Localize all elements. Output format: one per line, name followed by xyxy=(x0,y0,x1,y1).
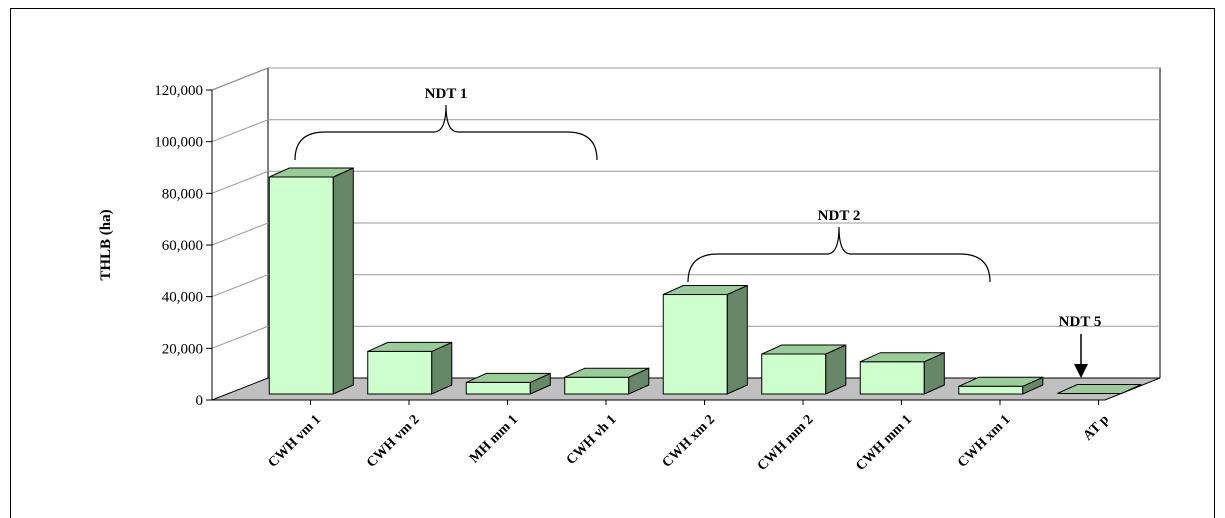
x-tick-label: CWH vm 1 xyxy=(266,412,324,470)
bar-top xyxy=(761,344,847,355)
gridline xyxy=(211,119,1160,143)
bar xyxy=(761,344,847,395)
bar xyxy=(268,167,354,395)
y-tick-label: 40,000 xyxy=(162,290,203,306)
bar-front xyxy=(958,385,1024,395)
y-tick-label: 100,000 xyxy=(154,135,203,151)
gridline xyxy=(211,170,1160,194)
bar-top xyxy=(367,341,453,352)
bar-side xyxy=(332,167,354,395)
y-tick-label: 0 xyxy=(196,393,204,409)
bar-front xyxy=(564,376,630,395)
annotation-label: NDT 1 xyxy=(425,86,468,102)
bar xyxy=(859,351,945,395)
gridline xyxy=(211,222,1160,246)
bar-front xyxy=(662,294,728,395)
y-tick-label: 80,000 xyxy=(162,186,203,202)
bar xyxy=(367,341,453,395)
bar-top xyxy=(860,352,945,363)
ndt5-arrow: NDT 5 xyxy=(1059,314,1102,378)
x-tick-label: MH mm 1 xyxy=(467,412,521,466)
x-tick-label: CWH mm 1 xyxy=(853,412,915,474)
y-axis: 0 20,000 40,000 60,000 80,000 100,000 120,000 xyxy=(154,83,1105,409)
y-tick-label: 20,000 xyxy=(162,341,203,357)
bar-front xyxy=(367,350,433,395)
bar xyxy=(564,367,650,395)
bars xyxy=(268,167,1142,395)
bar xyxy=(465,372,551,395)
annotation-label: NDT 2 xyxy=(818,208,861,224)
x-axis-labels: CWH vm 1 CWH vm 2 MH mm 1 CWH vh 1 CWH xm 2 C… xyxy=(266,400,1113,474)
x-tick-label: CWH xm 2 xyxy=(660,412,718,470)
bar-top xyxy=(269,167,354,178)
y-tick-label: 60,000 xyxy=(162,238,203,254)
annotation-label: NDT 5 xyxy=(1059,314,1102,330)
chart-frame xyxy=(10,8,1215,518)
bar-top xyxy=(663,285,748,295)
bar xyxy=(1057,384,1142,394)
bar-side xyxy=(726,284,748,395)
bar-front xyxy=(761,353,827,395)
bar xyxy=(958,376,1044,395)
x-tick-label: CWH vh 1 xyxy=(564,412,620,468)
grid-lines xyxy=(211,67,1160,349)
bar-top xyxy=(564,367,650,378)
x-tick-label: CWH xm 1 xyxy=(955,412,1013,470)
brace-shape xyxy=(294,104,598,161)
bar-top xyxy=(466,372,551,383)
ndt1-brace: NDT 1 xyxy=(294,86,598,161)
bar-front xyxy=(268,176,334,395)
x-tick-label: CWH mm 2 xyxy=(755,412,817,474)
gridline xyxy=(211,274,1160,298)
arrow-head xyxy=(1074,364,1088,378)
brace-shape xyxy=(687,226,991,283)
x-tick-label: CWH vm 2 xyxy=(364,412,422,470)
bar-top xyxy=(958,376,1044,387)
gridline xyxy=(211,67,1160,91)
gridline xyxy=(211,325,1160,349)
bar-front xyxy=(859,361,925,395)
y-tick-label: 120,000 xyxy=(154,83,203,99)
x-tick-label: AT p xyxy=(1081,412,1113,444)
bar xyxy=(662,284,748,395)
bar-front xyxy=(465,381,531,395)
bar-top xyxy=(1057,384,1142,394)
y-axis-label: THLB (ha) xyxy=(98,209,114,280)
ndt2-brace: NDT 2 xyxy=(687,208,991,283)
annotations: NDT 1 NDT 2 NDT 5 xyxy=(294,86,1102,378)
